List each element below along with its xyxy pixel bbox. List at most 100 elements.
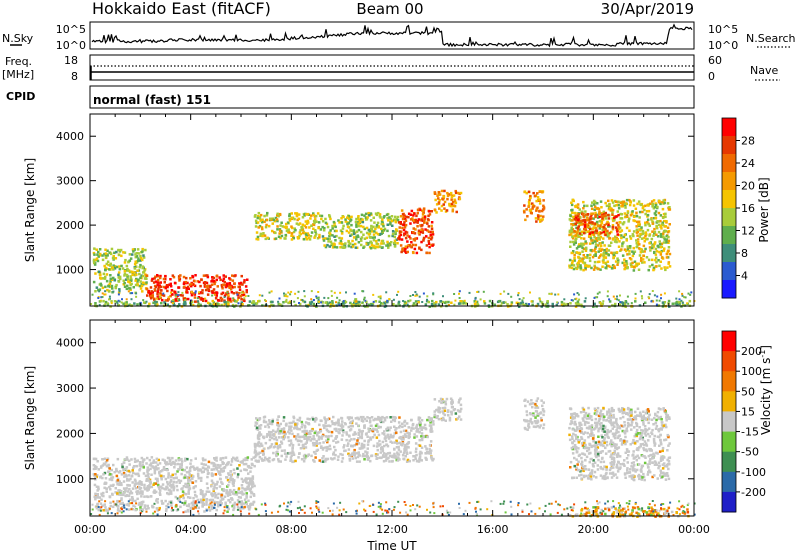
range-cell-mark — [153, 298, 156, 302]
range-cell-mark — [245, 290, 248, 294]
range-cell-mark — [318, 300, 321, 303]
range-cell-mark — [377, 238, 380, 242]
range-cell-mark — [172, 485, 175, 489]
y-tick-label: 1000 — [56, 264, 84, 277]
range-cell-mark — [327, 437, 330, 441]
range-cell-mark — [367, 242, 370, 245]
range-cell-mark — [386, 452, 390, 455]
range-cell-mark — [375, 224, 379, 227]
range-cell-mark — [585, 213, 588, 216]
range-cell-mark — [363, 298, 365, 301]
range-cell-mark — [161, 486, 164, 490]
range-cell-mark — [628, 203, 632, 207]
range-cell-mark — [247, 484, 250, 488]
range-cell-mark — [369, 235, 372, 239]
range-cell-mark — [318, 214, 322, 217]
range-cell-mark — [286, 221, 290, 224]
range-cell-mark — [582, 237, 586, 240]
range-cell-mark — [359, 435, 362, 439]
range-cell-mark — [125, 466, 129, 469]
range-cell-mark — [218, 477, 222, 481]
range-cell-mark — [118, 290, 121, 293]
range-cell-mark — [401, 247, 404, 250]
range-cell-mark — [295, 212, 299, 215]
range-cell-mark — [285, 229, 289, 232]
range-cell-mark — [412, 214, 415, 217]
range-cell-mark — [256, 221, 260, 224]
range-cell-mark — [227, 473, 231, 477]
range-cell-mark — [405, 215, 408, 219]
range-cell-mark — [141, 247, 144, 251]
range-cell-mark — [398, 230, 402, 233]
range-cell-mark — [124, 278, 128, 281]
range-cell-mark — [314, 234, 317, 238]
range-cell-mark — [232, 479, 236, 483]
range-cell-mark — [614, 238, 618, 241]
range-cell-mark — [187, 287, 190, 291]
range-cell-mark — [641, 210, 644, 214]
range-cell-mark — [136, 459, 139, 462]
range-cell-mark — [156, 281, 159, 284]
range-cell-mark — [109, 473, 112, 476]
range-cell-mark — [617, 259, 620, 262]
range-cell-mark — [458, 197, 462, 201]
range-cell-mark — [289, 439, 293, 442]
range-cell-mark — [620, 301, 624, 304]
range-cell-mark — [407, 441, 411, 444]
range-cell-mark — [636, 234, 639, 237]
range-cell-mark — [259, 427, 262, 430]
range-cell-mark — [106, 288, 109, 292]
range-cell-mark — [531, 205, 535, 208]
range-cell-mark — [638, 228, 641, 231]
range-cell-mark — [329, 240, 333, 243]
range-cell-mark — [414, 218, 417, 222]
range-cell-mark — [142, 254, 145, 257]
range-cell-mark — [420, 218, 423, 221]
range-cell-mark — [623, 264, 626, 267]
range-cell-mark — [270, 431, 273, 434]
range-cell-mark — [579, 216, 582, 219]
range-cell-mark — [595, 229, 599, 232]
range-cell-mark — [370, 416, 374, 419]
range-cell-mark — [357, 437, 360, 440]
range-cell-mark — [357, 451, 360, 454]
range-cell-mark — [348, 457, 351, 461]
range-cell-mark — [551, 302, 554, 306]
range-cell-mark — [171, 302, 174, 305]
range-cell-mark — [446, 191, 449, 195]
range-cell-mark — [433, 415, 436, 419]
range-cell-mark — [630, 302, 633, 305]
range-cell-mark — [176, 462, 180, 466]
range-cell-mark — [599, 249, 602, 252]
range-cell-mark — [129, 292, 132, 295]
range-cell-mark — [582, 231, 586, 235]
range-cell-mark — [341, 457, 345, 460]
range-cell-mark — [411, 422, 415, 426]
range-cell-mark — [309, 217, 312, 220]
range-cell-mark — [317, 221, 321, 224]
range-cell-mark — [401, 453, 405, 457]
range-cell-mark — [411, 251, 415, 254]
range-cell-mark — [442, 203, 445, 206]
range-cell-mark — [458, 192, 461, 196]
range-cell-mark — [163, 487, 166, 491]
range-cell-mark — [178, 496, 181, 500]
range-cell-mark — [625, 260, 628, 263]
range-cell-mark — [227, 294, 230, 297]
range-cell-mark — [580, 260, 583, 263]
range-cell-mark — [620, 248, 623, 251]
range-cell-mark — [92, 280, 96, 284]
range-cell-mark — [450, 198, 453, 201]
range-cell-mark — [115, 283, 118, 287]
range-cell-mark — [109, 264, 112, 267]
range-cell-mark — [382, 242, 385, 245]
range-cell-mark — [638, 210, 642, 214]
range-cell-mark — [190, 284, 193, 288]
range-cell-mark — [214, 466, 218, 470]
range-cell-mark — [435, 408, 438, 412]
range-cell-mark — [117, 280, 121, 283]
colorbar-swatch — [722, 154, 736, 173]
range-cell-mark — [237, 501, 240, 505]
range-cell-mark — [451, 209, 454, 213]
range-cell-mark — [384, 435, 387, 438]
